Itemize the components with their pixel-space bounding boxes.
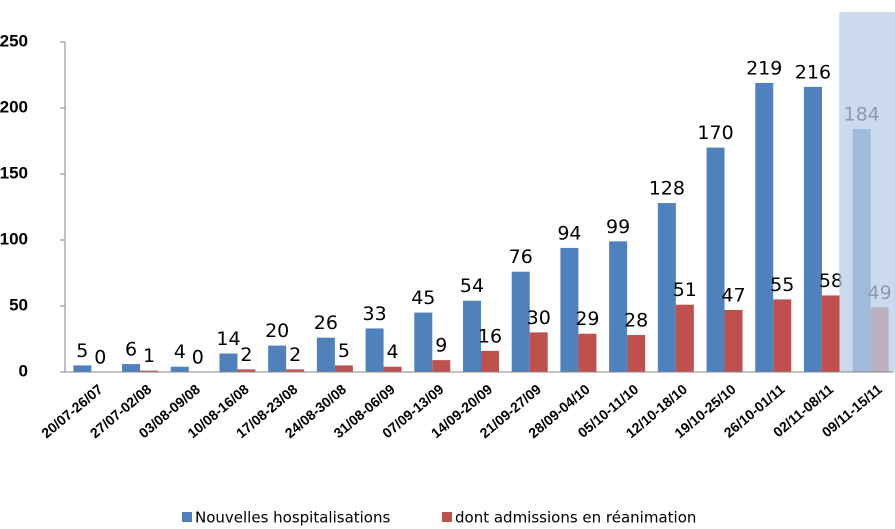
value-label: 216 [795, 61, 831, 83]
bar [122, 364, 141, 372]
bar [657, 203, 676, 372]
bar [578, 333, 597, 372]
value-label: 30 [527, 307, 551, 329]
value-label: 51 [673, 279, 697, 301]
bar [560, 247, 579, 372]
value-label: 5 [338, 340, 350, 362]
bar [383, 366, 402, 372]
value-label: 219 [746, 57, 782, 79]
value-label: 55 [770, 274, 794, 296]
bar [481, 350, 499, 372]
value-label: 170 [697, 122, 733, 144]
bar [511, 271, 530, 372]
y-tick-label: 200 [0, 97, 28, 116]
bar [286, 369, 305, 372]
value-label: 16 [478, 325, 502, 347]
bar [414, 312, 433, 372]
bar [432, 360, 451, 372]
value-label: 47 [721, 284, 745, 306]
bar [268, 345, 287, 372]
bar [675, 304, 694, 372]
value-label: 5 [76, 340, 88, 362]
bar [706, 147, 725, 372]
y-tick-label: 150 [0, 163, 28, 182]
legend-swatch [182, 512, 192, 522]
y-tick-label: 50 [9, 295, 28, 314]
value-label: 4 [174, 341, 186, 363]
value-label: 94 [557, 222, 581, 244]
bar [529, 332, 548, 372]
y-tick-label: 100 [0, 229, 28, 248]
value-label: 20 [265, 320, 289, 342]
value-label: 4 [387, 341, 399, 363]
value-label: 128 [649, 178, 685, 200]
bar [170, 366, 189, 372]
value-label: 6 [125, 339, 137, 361]
bar [237, 369, 256, 372]
bar [365, 328, 384, 372]
bar [773, 299, 792, 372]
value-label: 58 [819, 270, 843, 292]
bar [627, 335, 646, 372]
bar [316, 337, 335, 372]
bar [463, 300, 481, 372]
bar [73, 365, 92, 372]
value-label: 76 [509, 246, 533, 268]
value-label: 2 [240, 344, 252, 366]
value-label: 28 [624, 310, 648, 332]
value-label: 0 [94, 347, 106, 369]
value-label: 14 [216, 328, 240, 350]
legend-label: Nouvelles hospitalisations [195, 509, 390, 527]
highlight [839, 12, 895, 372]
y-tick-label: 250 [0, 31, 28, 50]
value-label: 45 [411, 287, 435, 309]
value-label: 26 [314, 312, 338, 334]
bar [140, 370, 159, 372]
bar [803, 86, 822, 372]
legend-swatch [442, 512, 452, 522]
value-label: 1 [143, 345, 155, 367]
bar [821, 295, 840, 372]
bar [609, 241, 628, 372]
value-label: 54 [460, 275, 484, 297]
value-label: 9 [435, 335, 447, 357]
y-tick-label: 0 [19, 361, 28, 380]
value-label: 0 [192, 347, 204, 369]
value-label: 2 [289, 344, 301, 366]
value-label: 29 [575, 308, 599, 330]
bar [724, 309, 743, 372]
legend-label: dont admissions en réanimation [455, 509, 696, 527]
bar [755, 82, 774, 373]
bar [219, 353, 238, 372]
value-label: 99 [606, 216, 630, 238]
value-label: 33 [362, 303, 386, 325]
bar [334, 365, 353, 372]
